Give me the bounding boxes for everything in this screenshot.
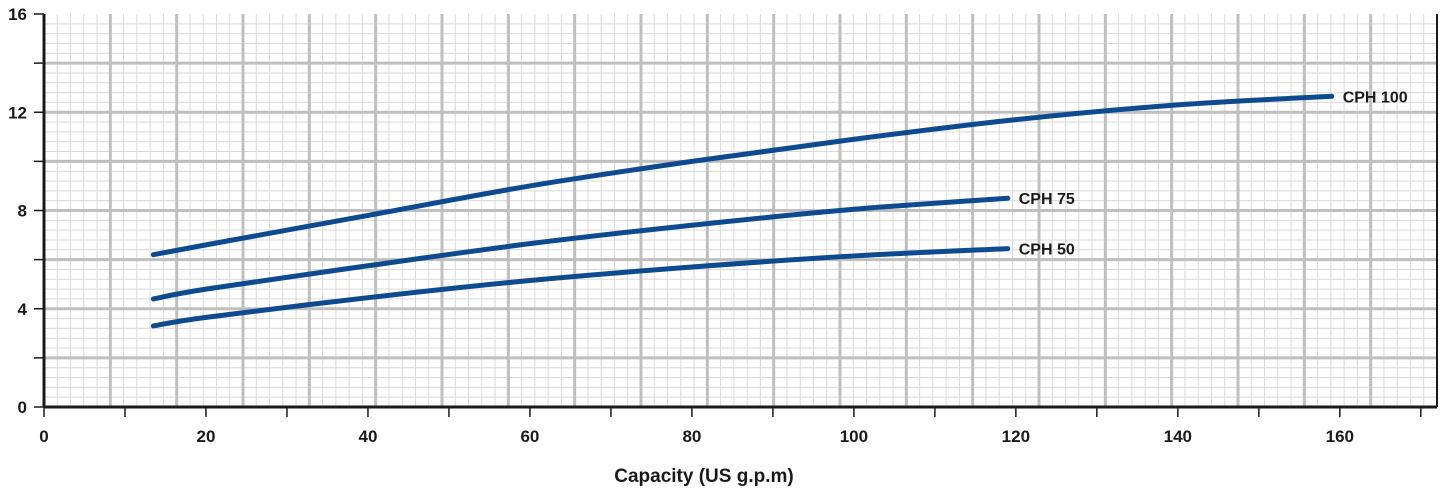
x-tick-label: 60 (520, 427, 539, 446)
x-tick-label: 80 (682, 427, 701, 446)
y-tick-label: 8 (18, 202, 27, 221)
x-tick-label: 120 (1002, 427, 1030, 446)
x-tick-label: 140 (1164, 427, 1192, 446)
y-tick-label: 0 (18, 398, 27, 417)
series-labels: CPH 100 CPH 75 CPH 50 (1019, 89, 1408, 258)
x-tick-label: 20 (197, 427, 216, 446)
y-tick-label: 16 (8, 5, 27, 24)
series-label-cph-100: CPH 100 (1343, 89, 1408, 106)
x-axis-ticks: 0 20 40 60 80 100 120 140 160 (39, 407, 1422, 446)
y-tick-label: 4 (18, 300, 28, 319)
series-line-cph-50 (150, 246, 1011, 329)
series-lines (150, 93, 1335, 329)
series-label-cph-75: CPH 75 (1019, 191, 1075, 208)
series-line-cph-75 (150, 195, 1011, 302)
x-tick-label: 160 (1326, 427, 1354, 446)
series-line-cph-100 (150, 93, 1335, 258)
x-axis-title: Capacity (US g.p.m) (614, 466, 793, 487)
y-axis-ticks: 0 4 8 12 16 (8, 5, 44, 417)
y-tick-label: 12 (8, 103, 27, 122)
series-label-cph-50: CPH 50 (1019, 242, 1075, 259)
x-tick-label: 0 (39, 427, 48, 446)
x-tick-label: 100 (840, 427, 868, 446)
x-tick-label: 40 (358, 427, 377, 446)
